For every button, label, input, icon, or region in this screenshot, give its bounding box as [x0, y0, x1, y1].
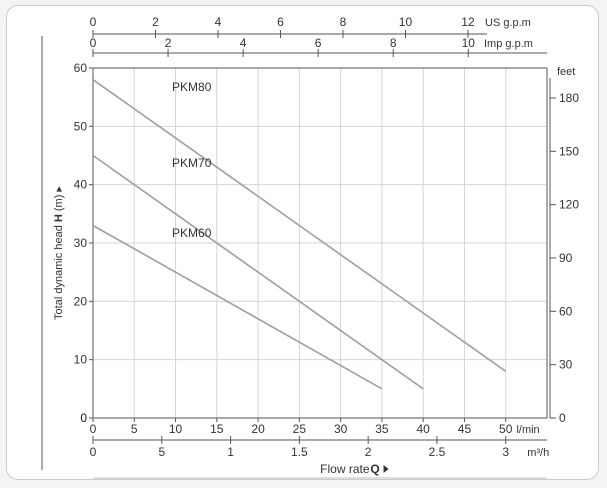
feet-tick-label: 90	[559, 251, 573, 265]
us-tick-label: 12	[461, 15, 475, 29]
feet-tick-label: 150	[559, 144, 579, 158]
series-line-pkm70	[92, 154, 424, 390]
grid	[92, 67, 548, 419]
y-tick-label: 20	[74, 294, 88, 308]
y-tick-label: 50	[74, 119, 88, 133]
x-tick-label: 10	[169, 422, 183, 436]
series-line-pkm60	[92, 224, 383, 390]
x-tick-label: 35	[375, 422, 389, 436]
series-line-pkm80	[92, 79, 507, 372]
feet-tick-label: 30	[559, 358, 573, 372]
us-tick-label: 8	[340, 15, 347, 29]
feet-unit-label: feet	[557, 66, 575, 78]
x-tick-label: 15	[210, 422, 224, 436]
m3h-tick-label: 1	[227, 445, 234, 459]
xlabel-arrow-icon	[383, 465, 389, 473]
x-tick-label: 25	[293, 422, 307, 436]
m3h-tick-label: 1.5	[291, 445, 308, 459]
imp-tick-label: 6	[315, 36, 322, 50]
origin-label: 0	[80, 411, 87, 425]
series-label-pkm70: PKM70	[172, 156, 212, 170]
feet-tick-label: 120	[559, 198, 579, 212]
xlabel-q: Q	[370, 462, 379, 476]
feet-tick-label: 60	[559, 304, 573, 318]
m3h-tick-label: 2	[365, 445, 372, 459]
y-tick-label: 30	[74, 236, 88, 250]
x-tick-label: 40	[417, 422, 431, 436]
x-tick-label: 0	[90, 422, 97, 436]
y-axis-title: Total dynamic head H (m) ▸	[53, 186, 65, 320]
us-tick-label: 10	[399, 15, 413, 29]
feet-tick-label: 0	[559, 411, 566, 425]
lpm-unit-label: l/min	[516, 424, 539, 436]
x-axis-title: Flow rate Q	[93, 462, 547, 479]
imp-tick-label: 0	[90, 36, 97, 50]
y-tick-label: 60	[74, 61, 88, 75]
y-tick-label: 0	[80, 411, 87, 425]
x-tick-label: 5	[131, 422, 138, 436]
xlabel-text: Flow rate	[320, 462, 370, 476]
y-tick-label: 40	[74, 178, 88, 192]
us-tick-label: 4	[215, 15, 222, 29]
m3h-tick-label: 0	[90, 445, 97, 459]
labels: PKM80 PKM70 PKM60	[172, 80, 212, 240]
x-tick-label: 45	[458, 422, 472, 436]
us-tick-label: 2	[152, 15, 159, 29]
imp-tick-label: 10	[462, 36, 476, 50]
imp-tick-label: 4	[240, 36, 247, 50]
series-label-pkm60: PKM60	[172, 226, 212, 240]
us-unit-label: US g.p.m	[485, 17, 531, 29]
m3h-tick-label: 5	[158, 445, 165, 459]
x-tick-label: 50	[499, 422, 513, 436]
m3h-tick-label: 2.5	[429, 445, 446, 459]
feet-tick-label: 180	[559, 91, 579, 105]
x-tick-label: 30	[334, 422, 348, 436]
m3h-tick-label: 3	[502, 445, 509, 459]
y-tick-label: 10	[74, 353, 88, 367]
imp-tick-label: 8	[390, 36, 397, 50]
x-tick-label: 20	[251, 422, 265, 436]
m3h-unit-label: m³/h	[527, 447, 549, 459]
series-lines	[92, 79, 507, 390]
series-label-pkm80: PKM80	[172, 80, 212, 94]
us-tick-label: 0	[90, 15, 97, 29]
imp-tick-label: 2	[165, 36, 172, 50]
imp-unit-label: Imp g.p.m	[484, 38, 533, 50]
us-tick-label: 6	[277, 15, 284, 29]
